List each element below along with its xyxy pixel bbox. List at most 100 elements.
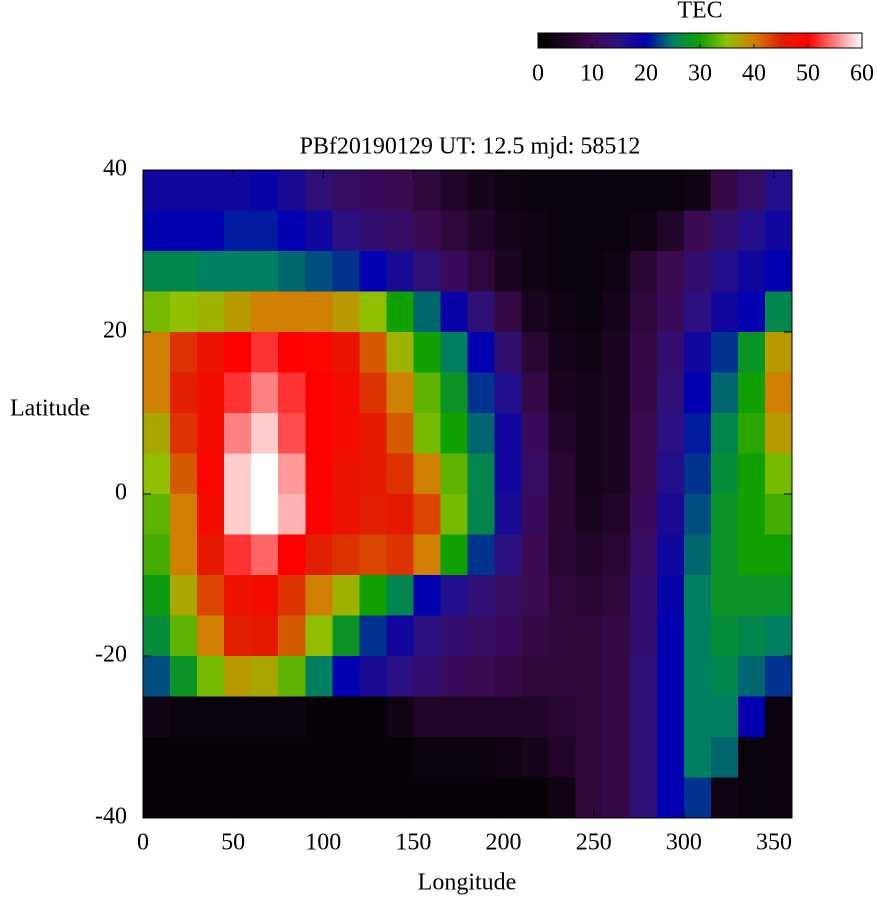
heatmap-cell [170,291,198,333]
heatmap-cell [386,210,414,252]
heatmap-cell [197,453,225,495]
heatmap-cell [197,777,225,819]
heatmap-cell [737,696,766,738]
heatmap-cell [764,170,793,211]
heatmap-cell [278,210,306,252]
x-tick-label: 200 [486,830,522,856]
heatmap-cell [170,737,198,778]
x-tick-label: 300 [666,830,702,856]
heatmap-cell [224,291,252,333]
heatmap-cell [764,372,793,414]
heatmap-cell [440,170,468,211]
heatmap-cell [764,210,793,252]
heatmap-cell [251,615,279,657]
heatmap-cell [413,413,441,454]
heatmap-cell [170,332,198,373]
heatmap-cell [143,615,171,657]
heatmap-cell [170,170,198,211]
heatmap-cell [548,656,577,697]
heatmap-cell [332,332,360,373]
x-tick-label: 350 [756,830,792,856]
colorbar-tick-label: 0 [532,61,544,87]
heatmap-cell [359,494,387,535]
heatmap-cell [143,494,171,535]
heatmap-cell [629,777,658,819]
heatmap-cell [305,453,333,495]
heatmap-cell [656,372,685,414]
heatmap-cell [494,251,523,292]
heatmap-cell [440,534,468,576]
heatmap-cell [548,575,577,616]
heatmap-cell [332,777,360,819]
heatmap-cell [656,251,685,292]
heatmap-cell [656,696,685,738]
heatmap-cell [332,170,360,211]
heatmap-cell [386,332,414,373]
heatmap-cell [170,413,198,454]
heatmap-cell [575,615,604,657]
heatmap-cell [494,372,523,414]
heatmap-cell [494,453,523,495]
heatmap-cell [251,251,279,292]
heatmap-cell [575,696,604,738]
heatmap-cell [386,534,414,576]
heatmap-cell [683,332,712,373]
heatmap-cell [386,575,414,616]
heatmap-cell [305,413,333,454]
heatmap-cell [332,372,360,414]
heatmap-cell [413,251,441,292]
heatmap-cell [251,453,279,495]
heatmap-cell [737,291,766,333]
heatmap-cell [440,332,468,373]
heatmap-cell [386,494,414,535]
heatmap-cell [467,332,496,373]
heatmap-cell [359,575,387,616]
colorbar-tick-label: 20 [634,61,658,87]
heatmap-cell [521,777,550,819]
heatmap-cell [494,777,523,819]
heatmap-cell [197,737,225,778]
heatmap-cell [143,210,171,252]
heatmap-cell [548,413,577,454]
heatmap-cell [521,534,550,576]
heatmap-cell [170,575,198,616]
heatmap-cell [467,615,496,657]
heatmap-cell [737,615,766,657]
y-axis-label: Latitude [10,396,90,422]
heatmap-cell [764,494,793,535]
heatmap-cell [602,170,631,211]
heatmap-cell [764,251,793,292]
heatmap-cell [170,453,198,495]
colorbar-tick-label: 30 [688,61,712,87]
heatmap-cell [548,615,577,657]
heatmap-cell [764,575,793,616]
heatmap-cell [224,777,252,819]
heatmap-cell [683,413,712,454]
heatmap-cell [170,615,198,657]
heatmap-cell [386,372,414,414]
heatmap-cell [521,332,550,373]
heatmap-cell [143,251,171,292]
heatmap-cell [764,615,793,657]
heatmap-cell [440,251,468,292]
heatmap-cell [413,372,441,414]
heatmap-cell [575,656,604,697]
heatmap-cell [521,210,550,252]
heatmap-cell [251,291,279,333]
y-tick-label: 0 [115,480,127,506]
heatmap-cell [629,251,658,292]
heatmap-cell [170,494,198,535]
heatmap-cell [629,534,658,576]
heatmap-cell [440,737,468,778]
heatmap-cell [683,777,712,819]
heatmap-cell [656,534,685,576]
heatmap-cell [440,291,468,333]
heatmap-cell [224,372,252,414]
heatmap-cell [737,170,766,211]
heatmap-cell [737,372,766,414]
heatmap-cell [629,696,658,738]
heatmap-cell [575,251,604,292]
heatmap-cell [710,372,739,414]
heatmap-cell [710,170,739,211]
heatmap-cell [224,696,252,738]
